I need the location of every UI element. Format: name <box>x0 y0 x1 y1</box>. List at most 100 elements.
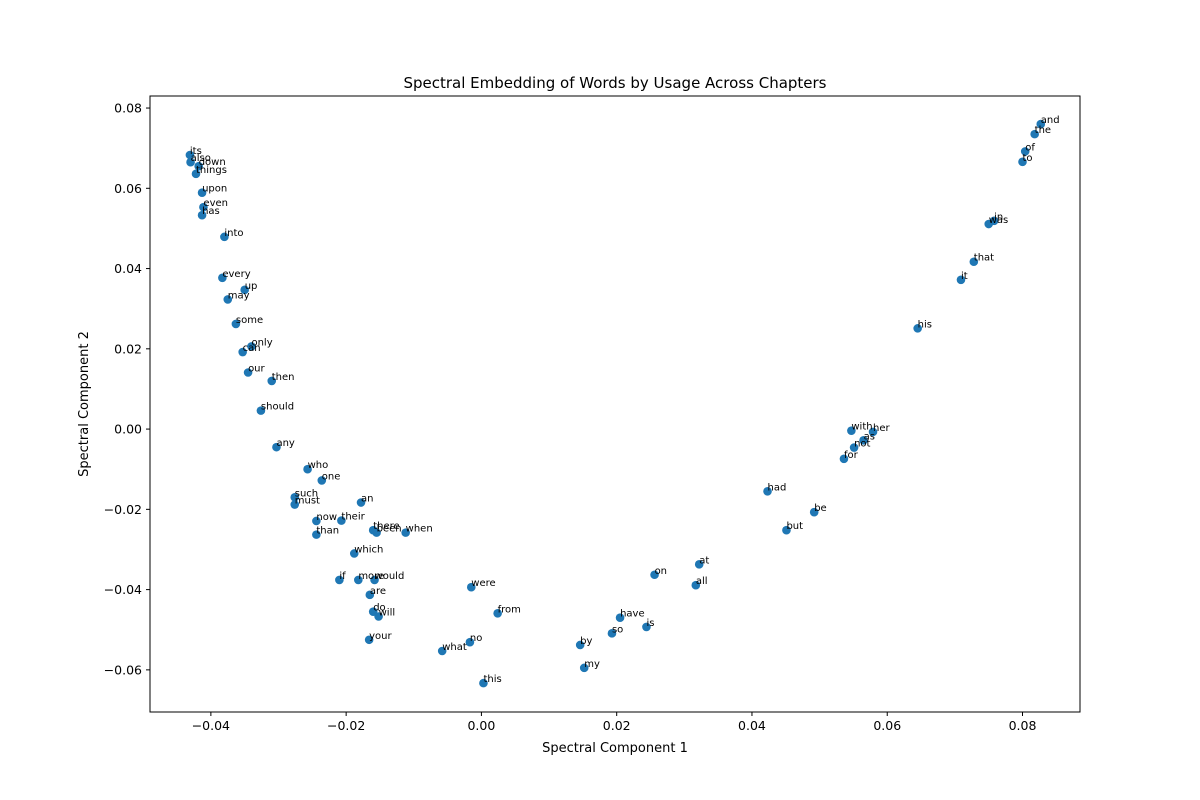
point-label-my: my <box>584 659 600 670</box>
point-label-do: do <box>373 603 385 614</box>
point-label-also: also <box>191 153 211 164</box>
point-any <box>272 442 281 452</box>
point-label-the: the <box>1035 125 1051 136</box>
point-label-every: every <box>222 269 250 280</box>
point-label-than: than <box>316 526 339 537</box>
point-its <box>185 150 195 160</box>
point-label-had: had <box>768 482 787 493</box>
point-can <box>238 347 247 357</box>
y-tick-label: −0.02 <box>104 502 142 517</box>
point-label-which: which <box>354 544 383 555</box>
point-has <box>197 210 207 220</box>
point-label-of: of <box>1025 142 1035 153</box>
point-now <box>312 516 321 526</box>
point-label-even: even <box>203 198 228 209</box>
point-label-from: from <box>498 604 521 615</box>
point-label-there: there <box>373 521 399 532</box>
point-up <box>240 285 249 295</box>
point-every <box>218 273 227 283</box>
y-tick-label: 0.06 <box>114 181 142 196</box>
point-label-as: as <box>864 431 875 442</box>
point-label-was: was <box>989 215 1009 226</box>
point-such <box>290 493 300 502</box>
point-label-such: such <box>295 488 318 499</box>
point-label-were: were <box>471 578 495 589</box>
point-label-with: with <box>851 422 872 433</box>
point-no <box>465 637 475 647</box>
point-and <box>1036 119 1046 129</box>
point-than <box>312 530 321 539</box>
point-an <box>356 498 366 507</box>
point-label-are: are <box>370 586 386 597</box>
y-tick-label: 0.02 <box>114 341 142 356</box>
point-must <box>290 500 300 509</box>
point-at <box>694 560 704 569</box>
point-label-who: who <box>308 460 329 471</box>
x-axis-label: Spectral Component 1 <box>542 741 688 756</box>
point-label-can: can <box>243 343 261 354</box>
x-axis-ticks: −0.04 −0.02 0.00 0.02 0.04 0.06 0.08 <box>192 712 1036 733</box>
point-label-is: is <box>646 618 654 629</box>
point-what <box>437 646 447 656</box>
point-who <box>303 464 312 474</box>
point-been <box>372 528 381 537</box>
point-the <box>1030 129 1039 139</box>
point-label-more: more <box>358 571 384 582</box>
point-down <box>194 161 203 171</box>
point-label-things: things <box>196 165 227 176</box>
x-tick-label: 0.02 <box>603 718 631 733</box>
point-will <box>374 612 383 621</box>
point-by <box>575 640 585 650</box>
point-label-on: on <box>655 566 667 577</box>
point-label-in: in <box>994 212 1003 223</box>
point-label-our: our <box>248 363 265 374</box>
point-label-your: your <box>369 631 392 642</box>
point-our <box>243 368 253 377</box>
point-label-when: when <box>406 524 433 535</box>
y-tick-label: −0.04 <box>104 582 142 597</box>
point-his <box>913 324 922 333</box>
point-label-upon: upon <box>202 184 227 195</box>
point-label-may: may <box>228 290 250 301</box>
point-from <box>493 608 502 618</box>
point-label-no: no <box>470 633 482 644</box>
point-label-into: into <box>224 228 243 239</box>
point-label-one: one <box>322 471 341 482</box>
point-label-all: all <box>696 576 708 587</box>
x-tick-label: 0.00 <box>467 718 495 733</box>
point-label-any: any <box>276 438 294 449</box>
point-label-will: will <box>379 607 396 618</box>
data-labels: itsalsodownthingsuponevenhasintoeveryupm… <box>190 115 1060 685</box>
point-if <box>335 575 344 585</box>
point-as <box>859 436 868 445</box>
point-is <box>642 622 651 632</box>
point-would <box>370 575 379 585</box>
point-label-their: their <box>341 512 365 523</box>
point-label-what: what <box>442 642 467 653</box>
point-only <box>247 342 256 351</box>
point-upon <box>197 188 207 198</box>
point-label-at: at <box>699 555 709 566</box>
point-label-then: then <box>272 372 295 383</box>
point-more <box>354 575 363 585</box>
point-her <box>868 427 878 437</box>
y-tick-label: 0.08 <box>114 101 142 116</box>
y-axis-label: Spectral Component 2 <box>77 331 92 477</box>
chart-title: Spectral Embedding of Words by Usage Acr… <box>403 74 826 92</box>
point-this <box>479 678 488 688</box>
point-label-but: but <box>786 521 803 532</box>
point-not <box>849 443 859 452</box>
point-things <box>191 169 201 179</box>
point-label-down: down <box>199 157 226 168</box>
point-but <box>782 525 791 535</box>
point-when <box>401 528 410 537</box>
point-was <box>984 219 993 229</box>
x-tick-label: 0.04 <box>738 718 766 733</box>
point-label-his: his <box>918 319 932 330</box>
point-have <box>615 613 625 622</box>
point-label-by: by <box>580 636 592 647</box>
point-which <box>349 549 359 558</box>
point-label-that: that <box>974 253 994 264</box>
point-into <box>220 232 229 242</box>
